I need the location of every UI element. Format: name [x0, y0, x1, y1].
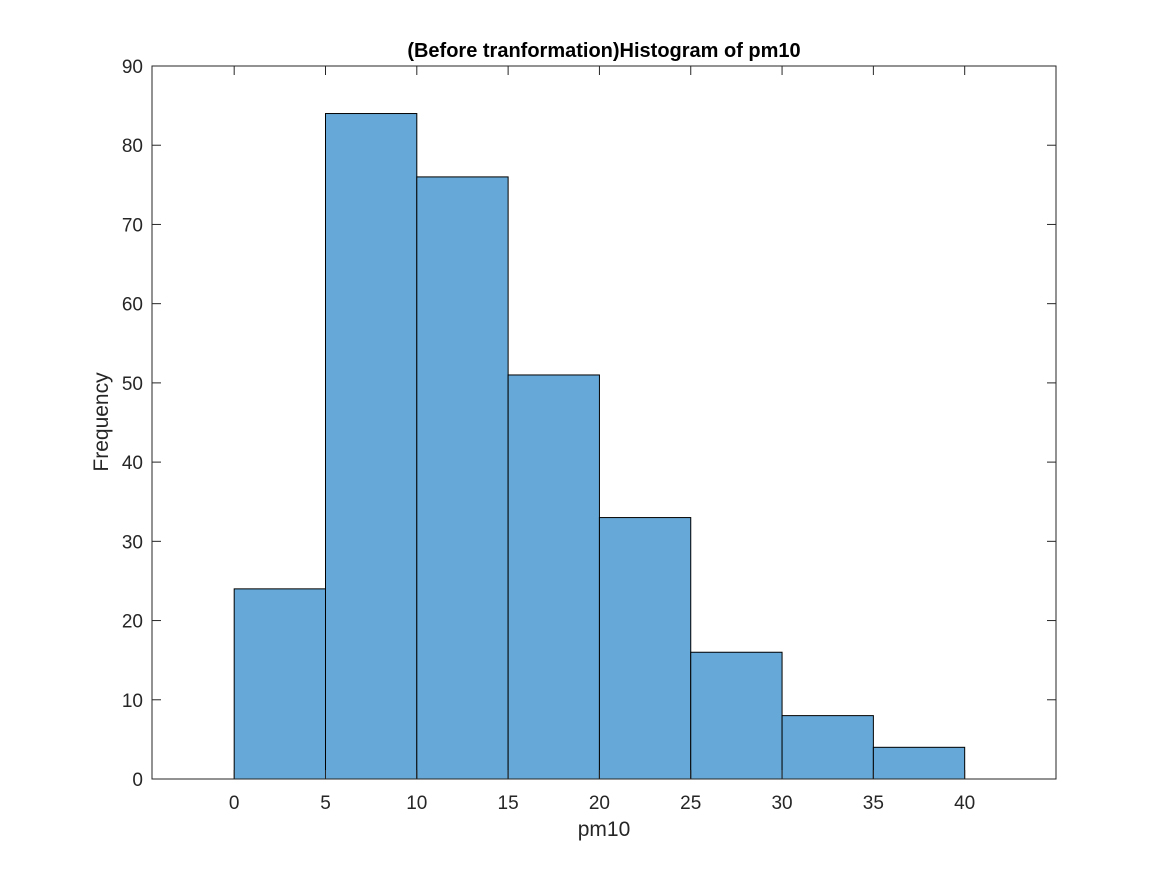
x-tick-label: 30 — [771, 793, 792, 814]
histogram-bar — [233, 588, 326, 780]
histogram-bar — [416, 176, 509, 780]
x-tick-label: 25 — [680, 793, 701, 814]
x-tick-labels: 0 5 10 15 20 25 30 35 40 — [229, 793, 975, 814]
y-tick-labels: 0 10 20 30 40 50 60 70 80 90 — [122, 57, 143, 791]
x-axis-label: pm10 — [578, 818, 631, 841]
histogram-bar — [872, 746, 966, 780]
y-tick-label: 70 — [122, 215, 143, 236]
histogram-bar — [507, 374, 600, 780]
histogram-bar — [781, 715, 874, 780]
x-tick-label: 15 — [498, 793, 519, 814]
y-tick-label: 30 — [122, 532, 143, 553]
y-tick-label: 90 — [122, 57, 143, 78]
histogram-bars — [233, 113, 966, 780]
y-tick-label: 80 — [122, 136, 143, 157]
y-tick-label: 60 — [122, 295, 143, 316]
x-tick-label: 40 — [954, 793, 975, 814]
x-tick-label: 5 — [320, 793, 331, 814]
y-tick-label: 40 — [122, 453, 143, 474]
plot-area-frame — [151, 65, 1057, 780]
y-tick-label: 50 — [122, 374, 143, 395]
histogram-bar — [690, 651, 783, 780]
histogram-bar — [324, 113, 418, 780]
x-tick-label: 35 — [863, 793, 884, 814]
histogram-bar — [598, 517, 692, 780]
x-tick-label: 20 — [589, 793, 610, 814]
y-tick-label: 0 — [132, 770, 143, 791]
y-axis-label: Frequency — [90, 372, 113, 472]
y-tick-label: 10 — [122, 691, 143, 712]
x-tick-label: 0 — [229, 793, 240, 814]
x-tick-label: 10 — [406, 793, 427, 814]
y-tick-label: 20 — [122, 612, 143, 633]
chart-title: (Before tranformation)Histogram of pm10 — [407, 40, 800, 62]
